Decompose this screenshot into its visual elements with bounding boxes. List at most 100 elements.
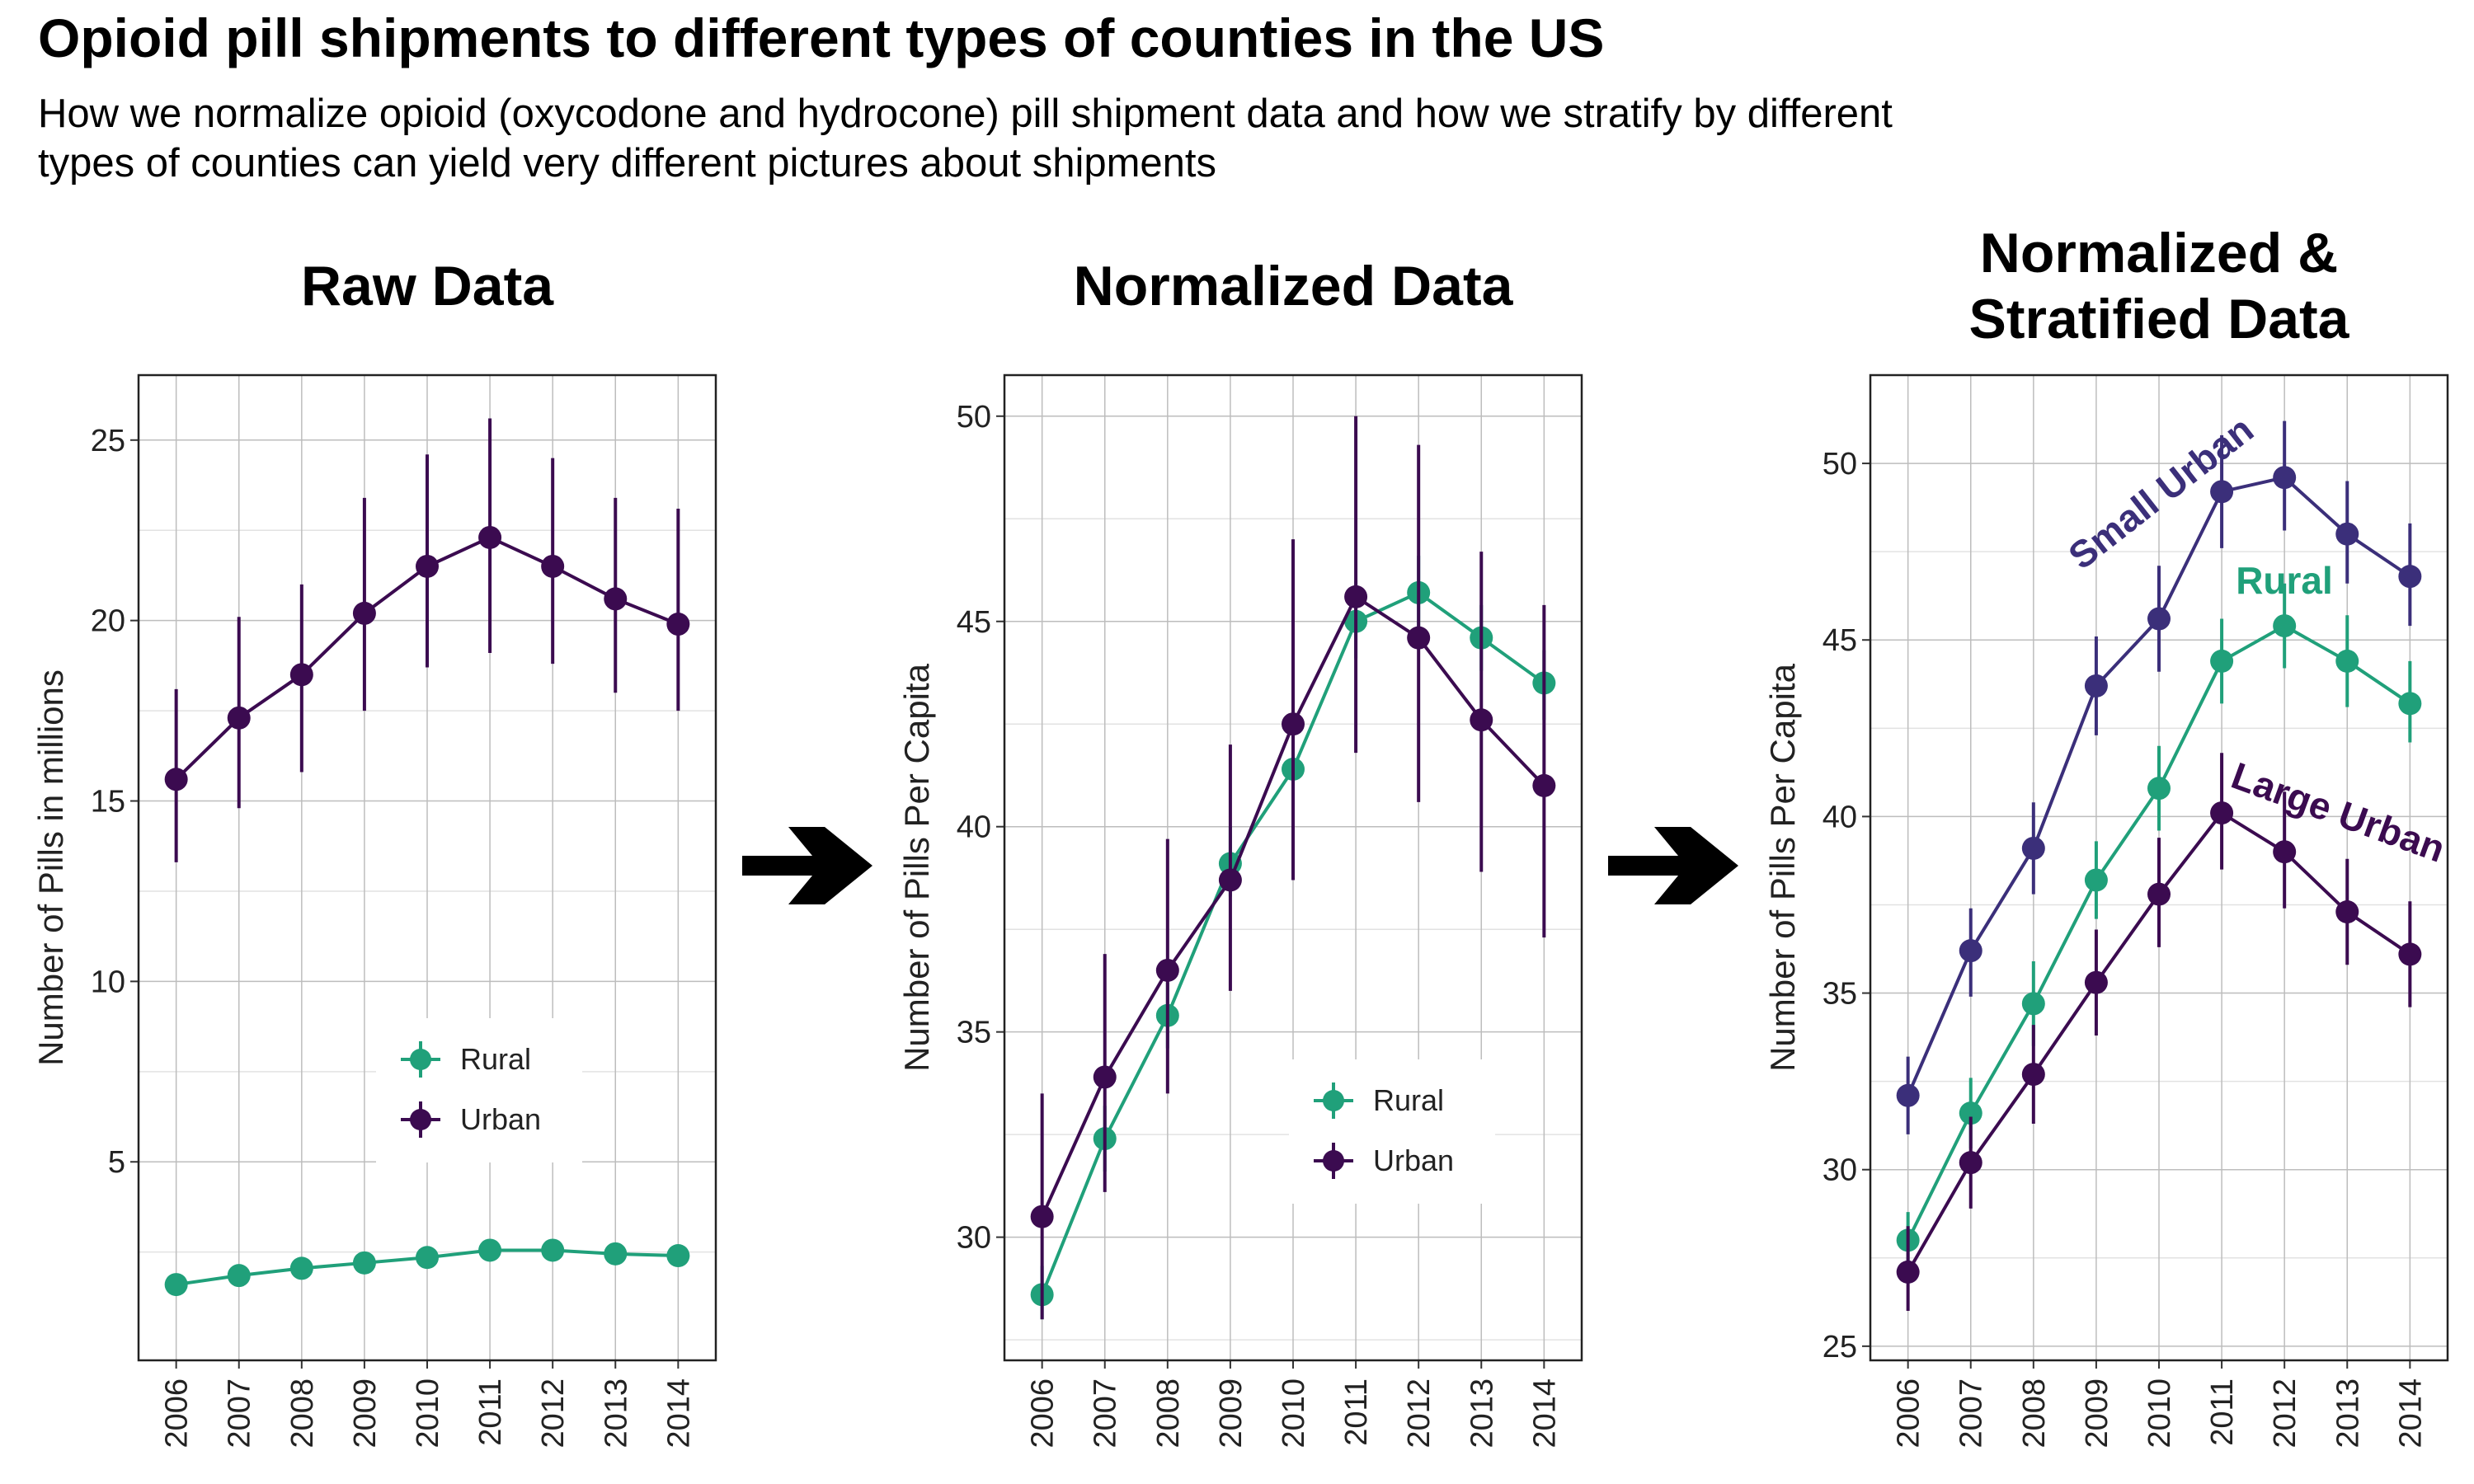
data-point	[2398, 692, 2422, 716]
x-tick-label: 2014	[661, 1378, 696, 1449]
x-tick-label: 2011	[1339, 1378, 1374, 1446]
y-tick-label: 25	[91, 424, 125, 458]
data-point	[2147, 607, 2171, 631]
x-tick-label: 2006	[160, 1378, 195, 1449]
data-point	[2335, 649, 2359, 673]
y-tick-label: 40	[1823, 800, 1857, 834]
legend-label: Rural	[460, 1042, 531, 1076]
x-tick-label: 2014	[2393, 1378, 2428, 1449]
panel-2-title: Normalized Data	[1074, 255, 1514, 317]
data-point	[1218, 868, 1242, 892]
x-tick-label: 2012	[2268, 1378, 2302, 1449]
data-point	[1093, 1065, 1117, 1089]
plot-frame	[1003, 373, 1583, 1362]
arrow-icon	[742, 827, 872, 904]
data-point	[2273, 614, 2297, 638]
panel-normalized-stratified-data: 25 30 35 40 45 50 2006 2007 2008 2009 2010 2011 2012…	[1763, 373, 2451, 1449]
y-tick-label: 50	[957, 400, 991, 434]
data-point	[2021, 836, 2045, 860]
legend-label: Urban	[460, 1102, 541, 1136]
data-point	[416, 1246, 439, 1270]
y-tick-label: 10	[91, 965, 125, 999]
data-point	[1344, 585, 1368, 608]
legend-box	[376, 1018, 582, 1162]
plot-frame	[137, 373, 717, 1362]
data-point	[2210, 649, 2234, 673]
data-point	[1470, 708, 1493, 732]
data-point	[1407, 626, 1431, 650]
x-tick-label: 2013	[1465, 1378, 1499, 1449]
data-point	[1959, 939, 1982, 963]
x-tick-label: 2011	[473, 1378, 508, 1446]
x-tick-label: 2007	[1954, 1378, 1989, 1449]
x-tick-label: 2008	[285, 1378, 320, 1449]
x-tick-label: 2007	[1089, 1378, 1123, 1449]
data-point	[352, 601, 376, 625]
legend-key-point	[1323, 1090, 1344, 1111]
series-annotation: Large Urban	[2226, 754, 2450, 871]
panel-3-title-line-1: Normalized &	[1980, 222, 2339, 284]
x-tick-label: 2009	[2080, 1378, 2114, 1449]
y-tick-label: 35	[1823, 977, 1857, 1012]
data-point	[2084, 868, 2108, 892]
x-tick-label: 2012	[1402, 1378, 1437, 1449]
x-tick-label: 2012	[536, 1378, 571, 1449]
data-point	[1155, 958, 1179, 982]
data-point	[2398, 565, 2422, 589]
x-tick-label: 2013	[2331, 1378, 2365, 1449]
data-point	[1282, 712, 1305, 736]
legend-label: Rural	[1373, 1083, 1444, 1117]
data-point	[604, 587, 628, 611]
data-point	[2335, 900, 2359, 924]
y-tick-label: 15	[91, 785, 125, 819]
x-tick-label: 2006	[1026, 1378, 1061, 1449]
y-tick-label: 30	[1823, 1153, 1857, 1188]
data-point	[2147, 777, 2171, 801]
y-tick-label: 40	[957, 810, 991, 845]
subtitle-line-2: types of counties can yield very differe…	[38, 141, 1217, 186]
data-point	[604, 1242, 628, 1266]
legend-box	[1289, 1059, 1495, 1204]
data-point	[1532, 773, 1556, 797]
data-point	[478, 525, 502, 549]
data-point	[541, 1238, 565, 1262]
y-tick-label: 35	[957, 1016, 991, 1050]
data-point	[227, 706, 251, 730]
y-tick-label: 50	[1823, 447, 1857, 481]
data-point	[1030, 1205, 1054, 1228]
data-point	[1896, 1083, 1920, 1107]
x-tick-label: 2007	[223, 1378, 257, 1449]
data-point	[289, 663, 313, 687]
data-point	[478, 1238, 502, 1262]
data-point	[2021, 1063, 2045, 1087]
y-tick-label: 25	[1823, 1330, 1857, 1364]
legend-key-point	[410, 1049, 431, 1070]
y-axis-title: Number of Pills Per Capita	[1763, 663, 1802, 1071]
x-tick-label: 2009	[1214, 1378, 1249, 1449]
legend-key-point	[1323, 1150, 1344, 1172]
y-tick-label: 5	[108, 1145, 125, 1180]
x-tick-label: 2008	[1151, 1378, 1186, 1449]
arrow-icon	[1608, 827, 1738, 904]
panel-normalized-data: 30 35 40 45 50 2006 2007 2008 2009 2010 2011 2012 20…	[897, 373, 1583, 1449]
panel-1-title: Raw Data	[301, 255, 554, 317]
data-point	[1959, 1101, 1982, 1125]
data-point	[666, 613, 690, 636]
x-tick-label: 2014	[1527, 1378, 1562, 1449]
data-point	[2021, 992, 2045, 1016]
series-annotation: Rural	[2236, 559, 2333, 602]
data-point	[2210, 480, 2234, 504]
data-point	[416, 554, 439, 578]
plot-frame	[1869, 373, 2449, 1362]
y-axis-title: Number of Pills in millions	[31, 669, 70, 1066]
figure-title: Opioid pill shipments to different types…	[38, 7, 1605, 68]
data-point	[164, 768, 188, 791]
subtitle-line-1: How we normalize opioid (oxycodone and h…	[38, 92, 1893, 136]
x-tick-label: 2008	[2017, 1378, 2052, 1449]
legend-label: Urban	[1373, 1144, 1454, 1177]
y-axis-title: Number of Pills Per Capita	[897, 663, 936, 1071]
x-tick-label: 2006	[1892, 1378, 1926, 1449]
x-tick-label: 2009	[348, 1378, 383, 1449]
data-point	[1896, 1260, 1920, 1284]
